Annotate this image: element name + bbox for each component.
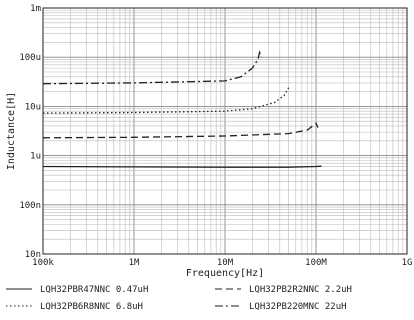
x-tick-label: 1M [129,258,140,268]
x-tick-label: 100k [32,258,54,268]
series-line [42,121,319,139]
y-tick-label: 10n [25,250,41,260]
series-line [42,87,290,114]
y-axis-label: Inductance[H] [6,92,17,170]
x-axis-label: Frequency[Hz] [186,268,264,279]
x-tick-label: 1G [402,258,413,268]
plot-frame [42,7,408,255]
x-tick-label: 10M [217,258,234,268]
y-tick-label: 1u [30,152,41,162]
y-tick-label: 100u [19,53,41,63]
tick-labels: 100k 1M 10M 100M 1G 1m 100u 10u 1u 100n 10n [19,4,412,268]
legend-label: LQH32PBR47NNC 0.47uH [40,285,148,295]
legend-label: LQH32PB6R8NNC 6.8uH [40,302,143,312]
legend-label: LQH32PB220MNC 22uH [249,302,347,312]
y-tick-label: 1m [30,4,41,14]
series-lines [42,50,322,168]
y-tick-label: 100n [19,201,41,211]
legend: LQH32PBR47NNC 0.47uH LQH32PB2R2NNC 2.2uH L… [6,285,352,312]
series-line [42,50,262,85]
x-tick-label: 100M [305,258,327,268]
series-line [42,165,322,168]
legend-label: LQH32PB2R2NNC 2.2uH [249,285,352,295]
grid [42,8,407,255]
y-tick-label: 10u [25,102,41,112]
